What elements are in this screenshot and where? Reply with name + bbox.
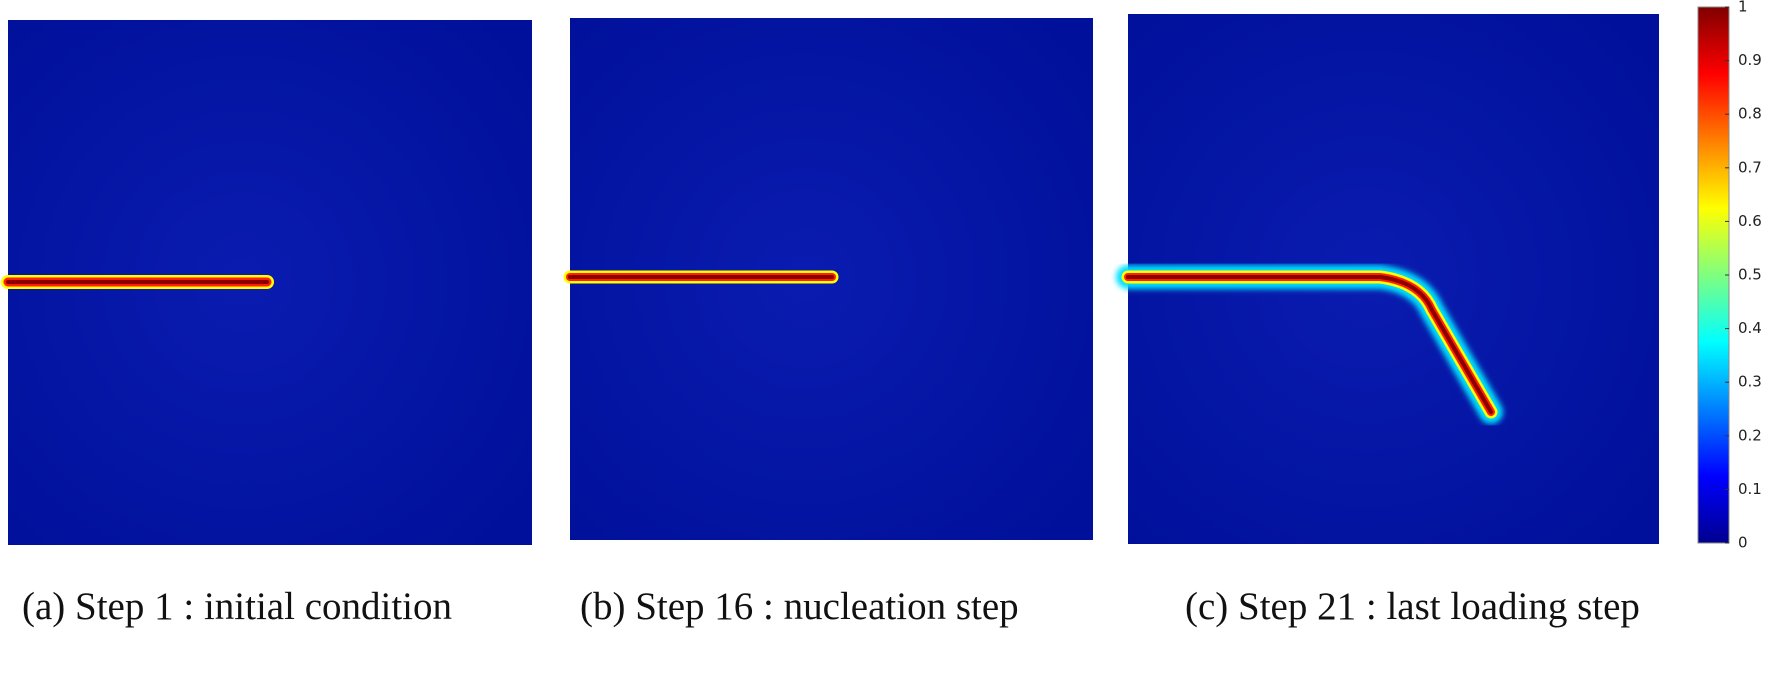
crack-c [1116,265,1503,424]
tick-label: 0.8 [1738,105,1762,123]
caption: (c) Step 21 : last loading step [1185,585,1640,628]
tick-label: 0.3 [1738,373,1762,391]
colorbar [1697,6,1730,544]
tick-label: 0.2 [1738,426,1762,444]
caption: (b) Step 16 : nucleation step [580,585,1019,628]
tick-label: 0.4 [1738,319,1762,337]
tick-label: 0.5 [1738,266,1762,284]
tick-label: 0 [1738,534,1748,552]
tick-label: 1 [1738,0,1748,16]
caption: (a) Step 1 : initial condition [22,585,453,628]
tick-label: 0.9 [1738,51,1762,69]
cracks [0,263,1503,424]
tick-label: 0.7 [1738,158,1762,176]
tick-label: 0.6 [1738,212,1762,230]
colorbar-ticks: 0 0.1 0.2 0.3 0.4 0.5 0.6 0.7 0.8 0.9 1 [1725,0,1762,552]
tick-label: 0.1 [1738,480,1762,498]
